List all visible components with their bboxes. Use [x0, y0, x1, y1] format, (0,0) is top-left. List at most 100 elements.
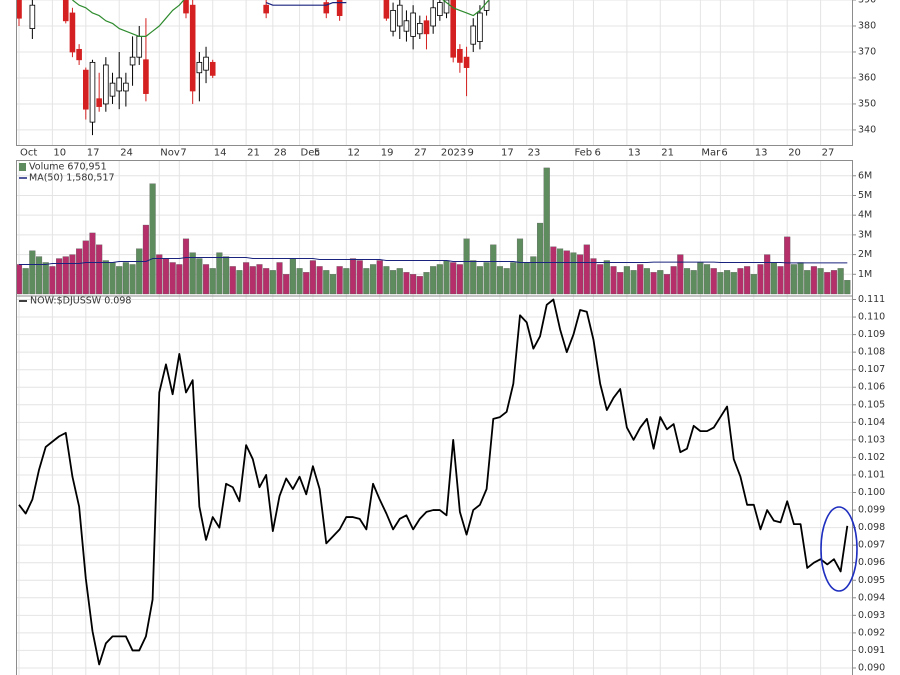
volume-bar — [770, 262, 777, 295]
x-tick-label: 28 — [274, 148, 287, 159]
volume-bar — [837, 268, 844, 295]
volume-bar — [269, 270, 276, 295]
volume-bar — [490, 244, 497, 295]
y-tick-label: 0.109 — [858, 329, 885, 340]
volume-bar — [804, 270, 811, 295]
volume-bar — [29, 250, 36, 295]
y-tick-label: 0.099 — [858, 505, 885, 516]
y-tick-label: 5M — [858, 190, 872, 201]
volume-bar — [76, 248, 83, 295]
volume-bar — [109, 262, 116, 295]
candle-body — [96, 98, 102, 107]
candle-body — [89, 61, 96, 123]
candle-body — [196, 61, 203, 74]
candle-body — [209, 61, 216, 76]
volume-bar — [42, 262, 49, 295]
volume-bar — [49, 266, 56, 295]
candle-body — [390, 9, 396, 32]
legend-label: NOW:$DJUSSW 0.098 — [30, 296, 131, 307]
volume-bar — [383, 266, 390, 295]
y-tick-label: 360 — [858, 72, 876, 83]
volume-bar — [96, 244, 103, 295]
volume-bar — [209, 268, 216, 295]
volume-bar — [316, 266, 323, 295]
volume-bar — [703, 264, 711, 295]
volume-bar — [590, 258, 597, 295]
candle-body — [109, 82, 116, 97]
volume-bar — [470, 260, 477, 295]
x-tick-label: 19 — [381, 148, 394, 159]
volume-bar — [690, 270, 697, 295]
volume-bar — [757, 264, 764, 295]
x-tick-label: Feb — [574, 148, 592, 159]
y-tick-label: 0.096 — [858, 557, 885, 568]
volume-bar — [196, 258, 203, 295]
volume-bar — [176, 264, 183, 295]
x-tick-label: 12 — [347, 148, 360, 159]
volume-bar — [69, 254, 76, 295]
volume-bar — [323, 270, 330, 295]
volume-bar — [510, 262, 517, 295]
volume-bar — [229, 266, 236, 295]
volume-bar — [617, 272, 624, 295]
volume-bar — [62, 256, 69, 295]
candle-body — [62, 0, 69, 22]
volume-bar — [583, 244, 590, 295]
candle-body — [410, 12, 416, 37]
y-tick-label: 0.106 — [858, 382, 885, 393]
candle-body — [16, 0, 22, 19]
volume-bar — [516, 238, 524, 295]
volume-bar — [683, 268, 691, 295]
volume-bar — [436, 264, 443, 295]
volume-bar — [236, 270, 243, 295]
volume-bar — [670, 266, 677, 295]
x-tick-label: 21 — [247, 148, 260, 159]
volume-bar — [830, 270, 838, 295]
y-tick-label: 0.094 — [858, 592, 885, 603]
y-tick-label: 1M — [858, 269, 872, 280]
volume-bar — [390, 270, 397, 295]
y-tick-label: 350 — [858, 98, 876, 109]
x-tick-label: 27 — [822, 148, 835, 159]
highlight-ellipse — [820, 506, 858, 592]
volume-bar — [784, 236, 791, 295]
volume-bar — [744, 266, 751, 295]
ratio-panel — [16, 296, 853, 675]
price-panel — [16, 0, 853, 145]
candle-body — [123, 82, 129, 92]
x-tick-label: 14 — [214, 148, 227, 159]
y-tick-label: 0.095 — [858, 575, 885, 586]
volume-bar — [169, 262, 176, 295]
volume-bar — [423, 272, 430, 295]
volume-bar — [263, 268, 270, 295]
volume-bar — [349, 258, 357, 295]
x-tick-label: 9 — [468, 148, 474, 159]
x-tick-label: Oct — [20, 148, 37, 159]
volume-bar — [303, 272, 310, 295]
y-tick-label: 370 — [858, 46, 876, 57]
volume-ma-line — [19, 257, 848, 265]
x-tick-label: Nov — [160, 148, 180, 159]
volume-bar — [329, 274, 337, 295]
y-tick-label: 6M — [858, 170, 872, 181]
volume-bar — [717, 272, 724, 295]
volume-bar — [730, 272, 737, 295]
candle-body — [336, 0, 343, 16]
x-tick-label: 10 — [53, 148, 66, 159]
volume-bar — [563, 250, 570, 295]
x-tick-label: 23 — [528, 148, 541, 159]
volume-bar — [550, 246, 557, 295]
volume-bar — [136, 248, 143, 295]
volume-bar — [597, 264, 604, 295]
volume-bar — [182, 238, 190, 295]
x-tick-label: 24 — [120, 148, 133, 159]
volume-bar — [677, 254, 684, 295]
volume-bar — [356, 260, 363, 295]
volume-bar — [536, 222, 544, 295]
volume-bar — [369, 264, 377, 295]
y-tick-label: 2M — [858, 249, 872, 260]
volume-bar — [149, 183, 156, 295]
volume-bar — [283, 274, 290, 295]
volume-bar — [403, 272, 410, 295]
candle-body — [403, 20, 410, 32]
